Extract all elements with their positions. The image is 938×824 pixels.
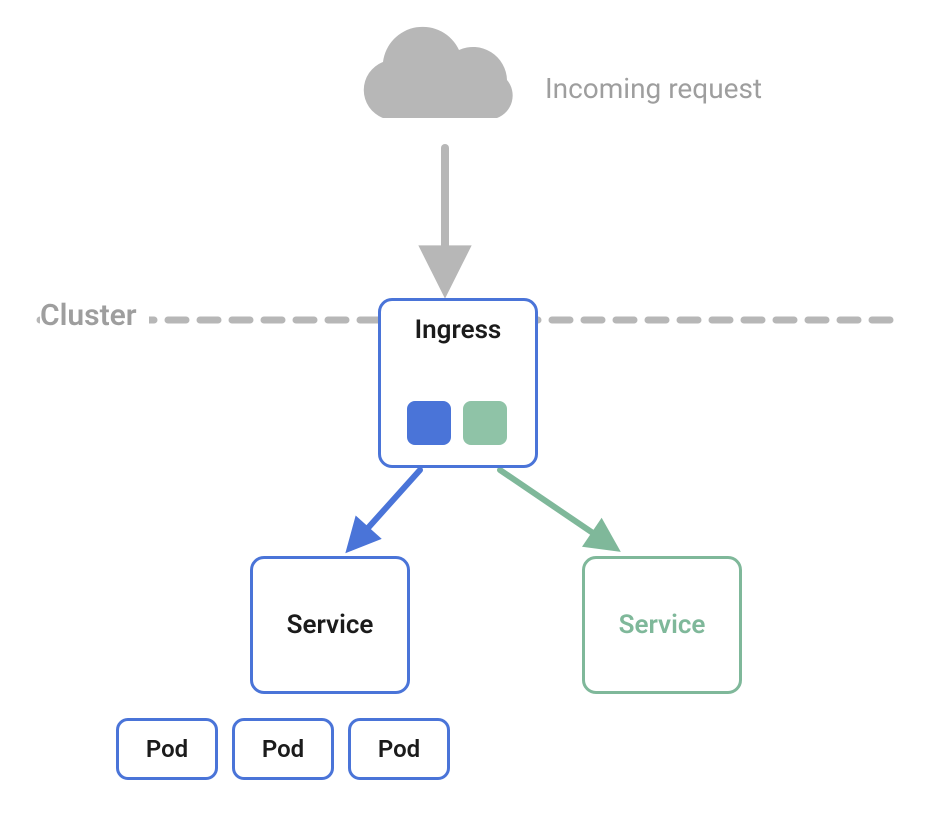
pod-node: Pod [232,718,334,780]
ingress-route-chip-green [463,401,507,445]
cluster-label: Cluster [40,298,149,333]
pod-node: Pod [348,718,450,780]
pod-node: Pod [116,718,218,780]
cloud-icon [364,27,513,118]
service-blue-label: Service [287,610,374,640]
pod-label: Pod [262,735,304,763]
service-node-green: Service [582,556,742,694]
pod-label: Pod [146,735,188,763]
arrow-ingress-to-service-blue [350,470,420,548]
ingress-label: Ingress [381,315,535,345]
diagram-canvas: Incoming request Cluster Ingress Service… [0,0,938,824]
ingress-route-chip-blue [407,401,451,445]
service-node-blue: Service [250,556,410,694]
ingress-node: Ingress [378,298,538,468]
pod-label: Pod [378,735,420,763]
service-green-label: Service [619,610,706,640]
incoming-request-label: Incoming request [545,72,762,105]
arrow-ingress-to-service-green [500,470,615,548]
